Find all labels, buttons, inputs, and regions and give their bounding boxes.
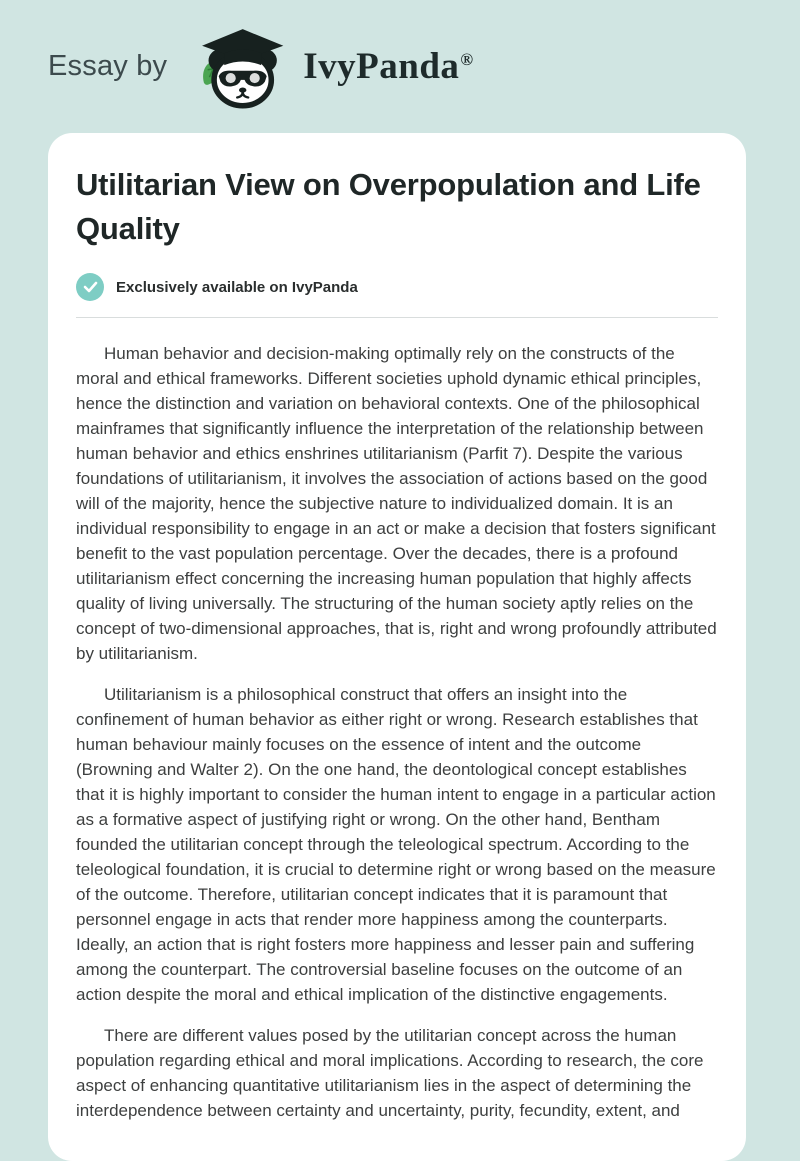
brand-wordmark: IvyPanda® [303,46,474,87]
essay-paragraph: Utilitarianism is a philosophical constr… [76,685,716,1004]
essay-paragraph: There are different values posed by the … [76,1026,704,1120]
exclusive-badge: Exclusively available on IvyPanda [76,273,718,301]
essay-by-label: Essay by [48,50,168,82]
essay-paragraph: Human behavior and decision-making optim… [76,344,717,663]
registered-trademark: ® [460,49,474,69]
essay-body: Human behavior and decision-making optim… [76,341,718,1123]
exclusive-badge-label: Exclusively available on IvyPanda [116,278,358,296]
check-icon [76,273,104,301]
page-header: Essay by IvyPanda® [0,0,800,133]
divider [76,317,718,318]
essay-card: Utilitarian View on Overpopulation and L… [48,133,746,1161]
essay-title: Utilitarian View on Overpopulation and L… [76,167,701,246]
panda-graduate-with-ivy-leaf-icon [191,23,287,111]
